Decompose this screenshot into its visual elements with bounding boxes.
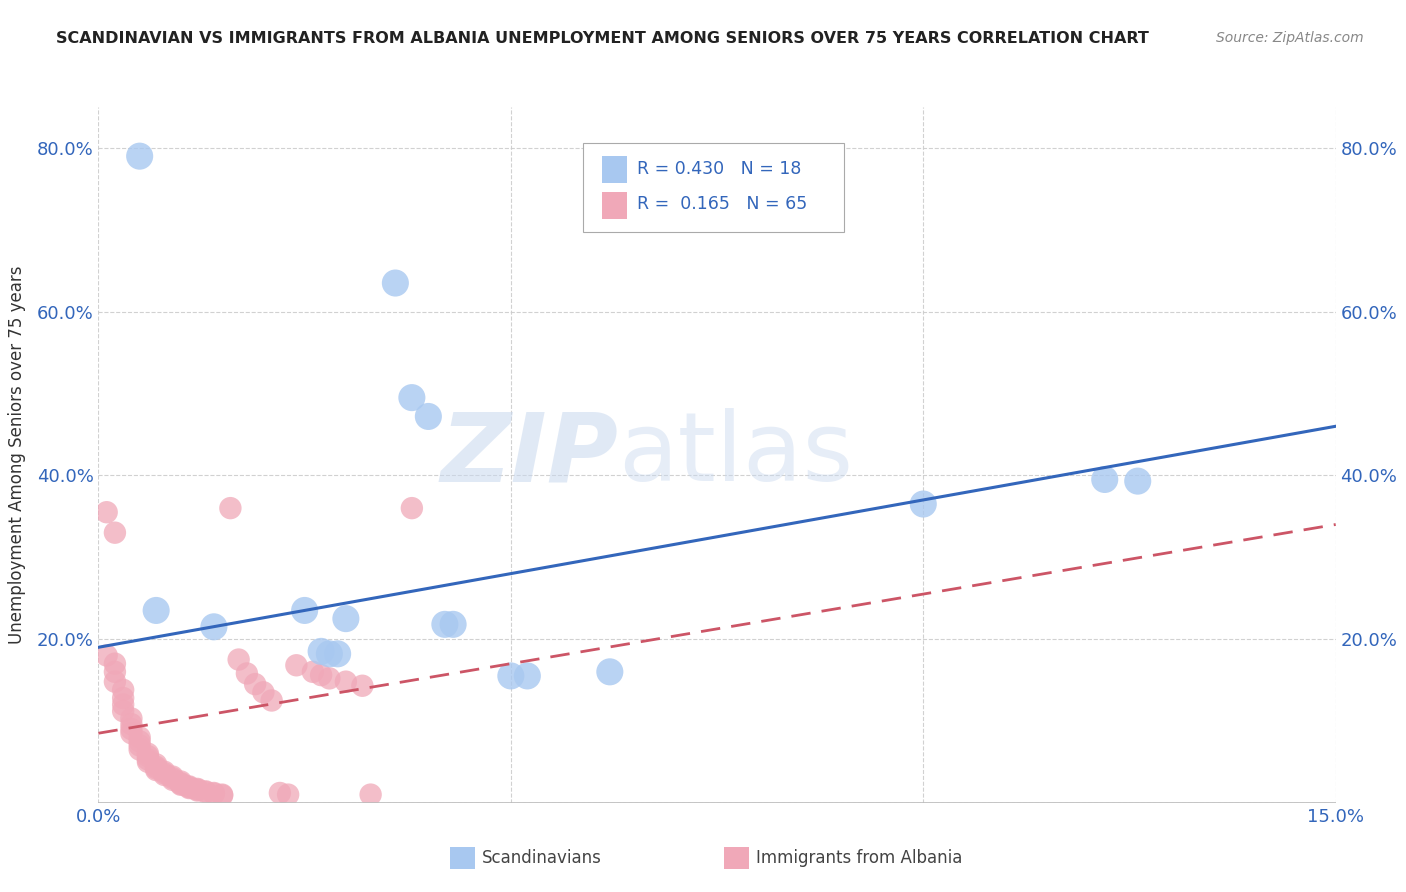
Point	[104, 525, 127, 540]
Point	[194, 784, 217, 798]
Point	[335, 674, 357, 689]
Point	[153, 768, 176, 782]
Point	[104, 674, 127, 689]
Point	[112, 704, 135, 718]
Point	[269, 786, 291, 800]
Point	[186, 781, 208, 796]
Point	[211, 789, 233, 803]
Point	[219, 501, 242, 516]
Point	[285, 658, 308, 673]
Point	[162, 772, 184, 787]
Point	[186, 782, 208, 797]
Point	[170, 777, 193, 791]
Point	[401, 391, 423, 405]
Point	[352, 679, 374, 693]
Point	[145, 760, 167, 774]
Point	[912, 497, 935, 511]
Point	[260, 693, 283, 707]
Point	[202, 786, 225, 800]
Point	[499, 669, 522, 683]
Point	[162, 771, 184, 785]
Point	[128, 731, 150, 745]
Point	[136, 749, 159, 764]
Point	[136, 752, 159, 766]
Point	[162, 770, 184, 784]
Point	[120, 717, 142, 731]
Point	[179, 780, 201, 795]
Point	[104, 657, 127, 671]
Point	[179, 780, 201, 794]
Point	[104, 665, 127, 679]
Point	[309, 668, 332, 682]
Point	[153, 766, 176, 780]
Text: atlas: atlas	[619, 409, 853, 501]
Point	[211, 788, 233, 802]
Text: Scandinavians: Scandinavians	[482, 849, 602, 867]
Point	[112, 698, 135, 712]
Point	[318, 647, 340, 661]
Point	[120, 711, 142, 725]
Point	[128, 149, 150, 163]
Point	[360, 788, 382, 802]
Point	[179, 780, 201, 795]
Point	[145, 757, 167, 772]
Point	[433, 617, 456, 632]
Point	[318, 672, 340, 686]
Point	[96, 505, 118, 519]
Point	[145, 603, 167, 617]
Point	[401, 501, 423, 516]
Point	[228, 652, 250, 666]
Point	[599, 665, 621, 679]
Point	[120, 722, 142, 736]
Point	[202, 620, 225, 634]
Text: Immigrants from Albania: Immigrants from Albania	[756, 849, 963, 867]
Point	[243, 677, 266, 691]
Point	[145, 763, 167, 777]
Point	[194, 785, 217, 799]
Text: Source: ZipAtlas.com: Source: ZipAtlas.com	[1216, 31, 1364, 45]
Point	[170, 776, 193, 790]
Point	[309, 644, 332, 658]
Point	[1094, 473, 1116, 487]
Text: SCANDINAVIAN VS IMMIGRANTS FROM ALBANIA UNEMPLOYMENT AMONG SENIORS OVER 75 YEARS: SCANDINAVIAN VS IMMIGRANTS FROM ALBANIA …	[56, 31, 1149, 46]
Point	[112, 691, 135, 706]
Point	[128, 734, 150, 748]
Text: ZIP: ZIP	[440, 409, 619, 501]
Y-axis label: Unemployment Among Seniors over 75 years: Unemployment Among Seniors over 75 years	[7, 266, 25, 644]
Text: R =  0.165   N = 65: R = 0.165 N = 65	[637, 195, 807, 213]
Point	[335, 612, 357, 626]
Point	[128, 739, 150, 753]
Point	[326, 647, 349, 661]
Point	[294, 603, 316, 617]
Point	[170, 774, 193, 789]
Text: R = 0.430   N = 18: R = 0.430 N = 18	[637, 160, 801, 178]
Point	[170, 778, 193, 792]
Point	[277, 788, 299, 802]
Point	[516, 669, 538, 683]
Point	[252, 685, 274, 699]
Point	[1126, 474, 1149, 488]
Point	[120, 726, 142, 740]
Point	[302, 665, 325, 679]
Point	[236, 666, 259, 681]
Point	[145, 761, 167, 775]
Point	[136, 755, 159, 769]
Point	[202, 787, 225, 801]
Point	[153, 764, 176, 779]
Point	[112, 682, 135, 697]
Point	[418, 409, 440, 424]
Point	[136, 747, 159, 761]
Point	[128, 742, 150, 756]
Point	[96, 648, 118, 663]
Point	[186, 783, 208, 797]
Point	[384, 276, 406, 290]
Point	[441, 617, 464, 632]
